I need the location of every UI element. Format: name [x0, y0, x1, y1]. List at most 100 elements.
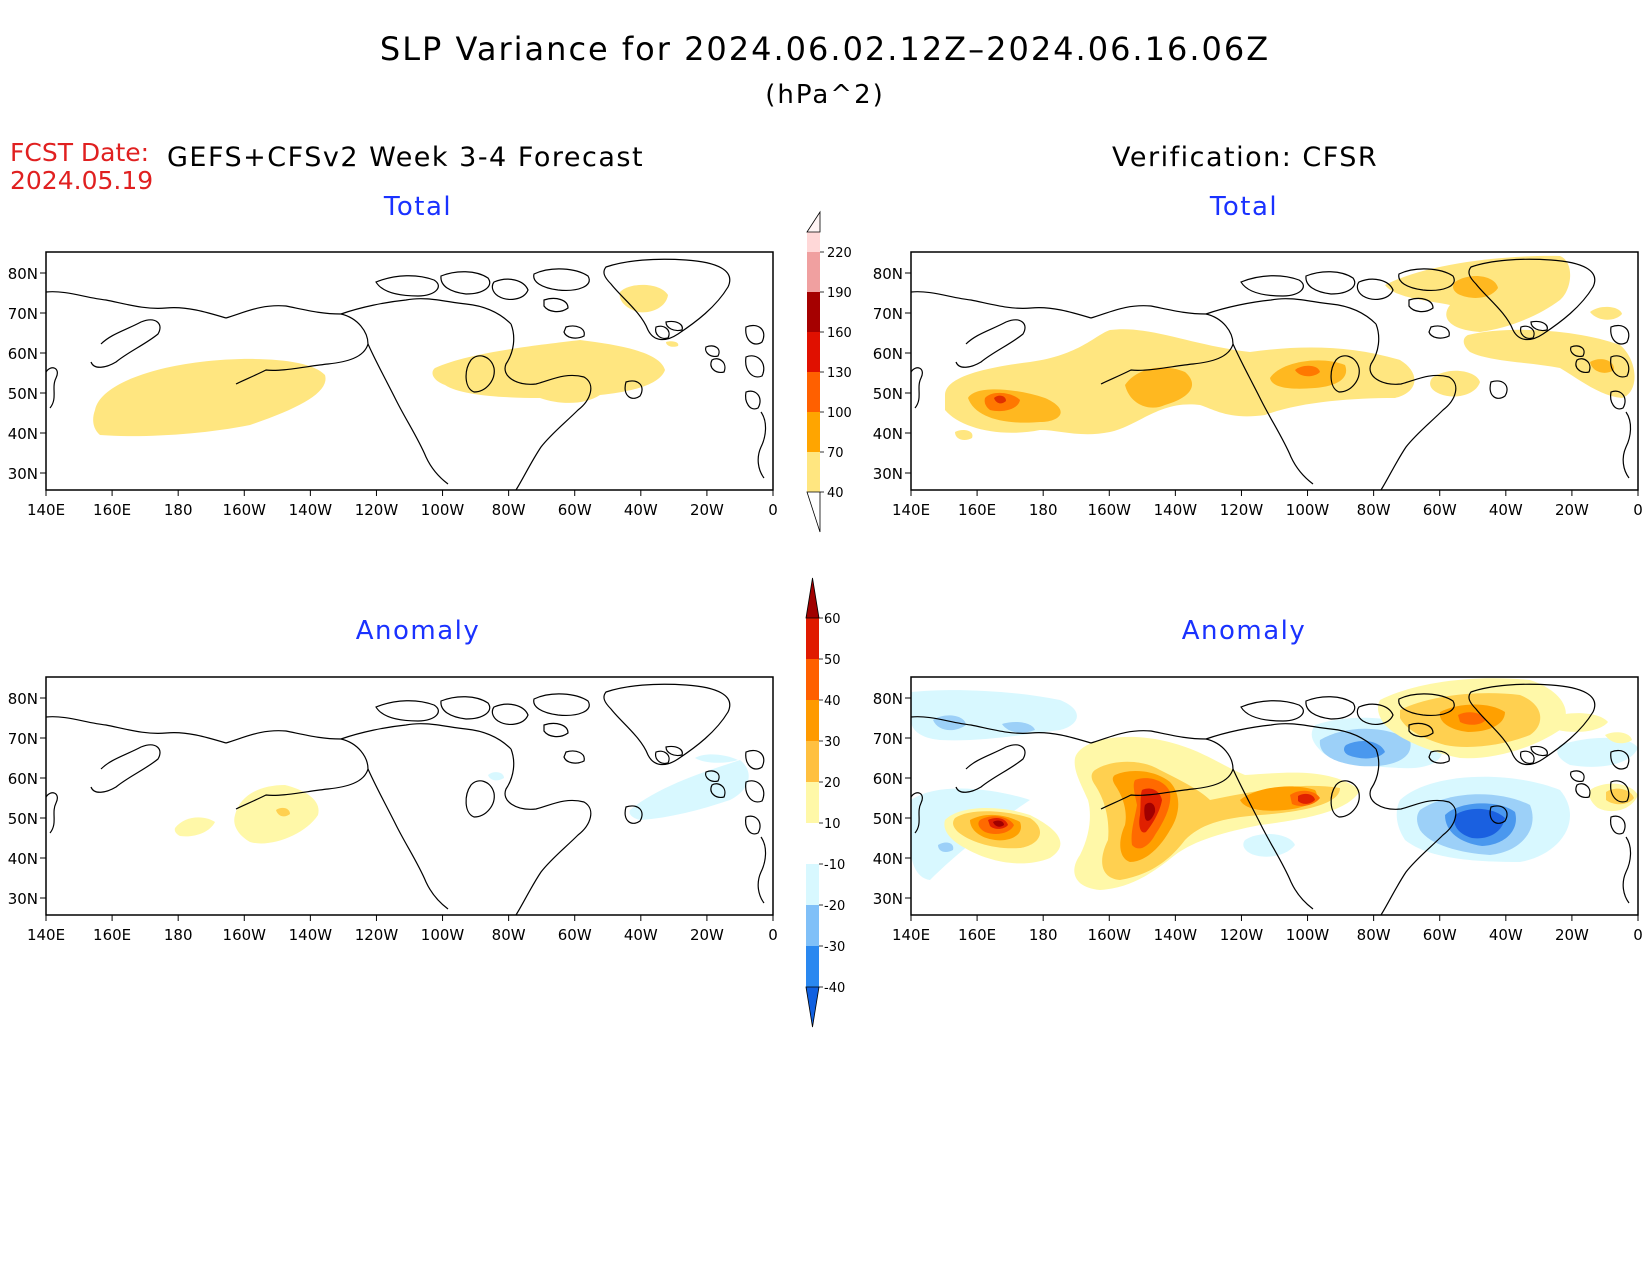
lon-tick-label: 140W	[289, 926, 333, 944]
contour-region	[1243, 833, 1295, 857]
legend-level-label: 220	[827, 246, 852, 261]
coastlines-forecast-anomaly	[46, 683, 767, 915]
lat-tick-label: 60N	[873, 770, 903, 788]
lon-tick-label: 80W	[492, 501, 526, 519]
contour-fill-forecast-anomaly	[174, 754, 749, 844]
coastline	[745, 324, 765, 345]
coastline	[1575, 358, 1591, 373]
legend-level-label: 20	[824, 776, 841, 791]
coastline	[1205, 298, 1377, 325]
coastline	[955, 744, 1026, 793]
lon-tick-label: 120W	[355, 501, 399, 519]
legend-swatch	[806, 782, 819, 823]
lon-tick-label: 60W	[1423, 926, 1457, 944]
coastline	[1232, 343, 1314, 485]
lon-tick-label: 140E	[27, 501, 65, 519]
coastline	[1575, 783, 1591, 798]
contour-fill-verification-anomaly	[911, 678, 1638, 890]
coastline	[1520, 750, 1535, 764]
lon-tick-label: 160W	[1088, 926, 1132, 944]
coastline	[665, 745, 683, 757]
lon-tick-label: 180	[164, 501, 193, 519]
lat-tick-label: 30N	[8, 465, 38, 483]
lat-tick-label: 70N	[8, 305, 38, 323]
lon-tick-label: 180	[1029, 926, 1058, 944]
legend-level-label: 30	[824, 735, 841, 750]
main-title: SLP Variance for 2024.06.02.12Z–2024.06.…	[379, 30, 1271, 68]
coastline	[624, 805, 643, 824]
legend-top-arrow	[806, 210, 821, 233]
lat-tick-label: 80N	[873, 690, 903, 708]
coastline	[440, 696, 491, 720]
legend-level-label: 40	[824, 694, 841, 709]
legend-swatch	[807, 332, 820, 372]
coastline	[1610, 780, 1630, 803]
coastline	[367, 343, 449, 485]
lat-tick-label: 30N	[873, 890, 903, 908]
coastline	[1468, 683, 1596, 766]
lon-tick-label: 20W	[690, 501, 724, 519]
panel-verification-anomaly	[910, 676, 1639, 916]
lon-tick-label: 140W	[1154, 501, 1198, 519]
coastline	[745, 390, 761, 410]
coastline	[1428, 750, 1450, 764]
legend-swatch	[806, 659, 819, 700]
lat-tick-label: 60N	[873, 345, 903, 363]
coastline	[563, 325, 585, 339]
lon-tick-label: 80W	[1357, 926, 1391, 944]
contour-region	[1125, 367, 1193, 408]
legend-swatch	[806, 618, 819, 659]
panel-title-verification-anomaly: Anomaly	[1181, 616, 1307, 646]
legend-level-label: 40	[827, 486, 844, 501]
legend-swatch	[806, 741, 819, 782]
lat-tick-label: 40N	[873, 850, 903, 868]
lat-tick-label: 80N	[8, 265, 38, 283]
coastline	[1305, 271, 1356, 295]
contour-region	[93, 358, 326, 437]
lon-tick-label: 120W	[1220, 501, 1264, 519]
coastline	[705, 345, 720, 357]
coastline	[46, 367, 58, 409]
coastline	[1428, 325, 1450, 339]
panel-forecast-total	[45, 251, 774, 491]
legend-anomaly: -40 -30 -20 -10 10 20 30 40 50 60	[805, 577, 845, 1028]
lon-tick-label: 160W	[223, 501, 267, 519]
coastline	[710, 783, 726, 798]
lon-tick-label: 60W	[1423, 501, 1457, 519]
lat-tick-label: 60N	[8, 770, 38, 788]
lat-tick-label: 80N	[8, 690, 38, 708]
coastline	[504, 323, 592, 490]
coastline	[1369, 323, 1457, 490]
legend-level-label: -10	[824, 858, 845, 873]
coastline	[745, 815, 761, 835]
legend-level-label: 10	[824, 817, 841, 832]
contour-region	[1298, 793, 1315, 804]
coastline	[440, 271, 491, 295]
coastline	[1356, 278, 1394, 300]
forecast-date-label: FCST Date:	[10, 138, 150, 167]
coastline	[533, 268, 590, 291]
lon-tick-label: 60W	[558, 501, 592, 519]
contour-region	[629, 760, 749, 820]
lat-tick-label: 70N	[873, 730, 903, 748]
coastline	[1610, 815, 1626, 835]
lat-tick-label: 60N	[8, 345, 38, 363]
coastline	[1610, 749, 1630, 770]
coastline	[1398, 268, 1455, 291]
frame-verification-total	[910, 251, 1639, 491]
panel-title-forecast-total: Total	[383, 192, 453, 222]
lon-tick-label: 160E	[958, 501, 996, 519]
contour-region	[1458, 712, 1486, 725]
coastlines-forecast-total	[46, 258, 767, 490]
contour-region	[666, 341, 679, 347]
coastline	[563, 750, 585, 764]
coastline	[710, 358, 726, 373]
coastline	[504, 748, 592, 915]
contour-region	[1557, 737, 1638, 767]
lat-tick-label: 70N	[8, 730, 38, 748]
contour-region	[1343, 740, 1385, 759]
coastline	[543, 722, 569, 738]
legend-swatch	[807, 232, 820, 252]
contour-region	[1295, 365, 1320, 377]
coastline	[367, 768, 449, 910]
